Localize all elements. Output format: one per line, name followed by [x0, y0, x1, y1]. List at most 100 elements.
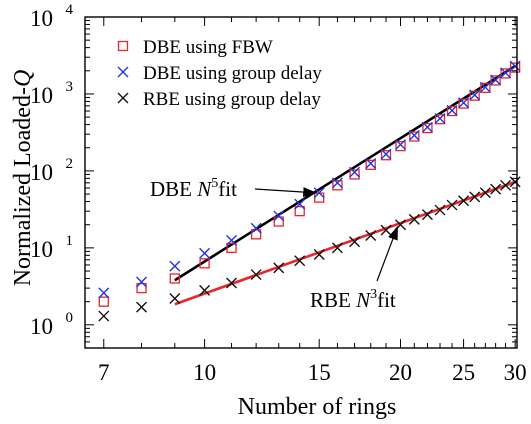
data-point [446, 199, 458, 211]
data-point [250, 229, 262, 240]
data-point [136, 282, 147, 294]
data-point [294, 206, 305, 217]
x-tick-label: 30 [504, 360, 527, 385]
data-point [458, 98, 469, 109]
data-point [365, 229, 377, 241]
data-point [509, 62, 521, 73]
data-point [349, 236, 361, 248]
legend-marker [117, 66, 129, 78]
data-point [395, 140, 406, 152]
y-tick-exponent: 3 [66, 79, 74, 95]
data-point [294, 198, 306, 210]
data-point [314, 192, 325, 203]
data-point [169, 292, 181, 304]
data-point [434, 204, 446, 216]
y-tick-label: 10 [30, 314, 53, 339]
data-point [500, 68, 511, 79]
x-tick-label: 7 [98, 360, 110, 385]
x-axis-label: Number of rings [238, 394, 397, 420]
data-point [509, 60, 521, 72]
annot-prefix: DBE [150, 177, 197, 201]
fit-annotation-label: RBE N3fit [310, 287, 396, 312]
y-tick-label: 10 [30, 83, 53, 108]
series-group [98, 60, 521, 299]
data-point [331, 177, 343, 189]
annot-suffix: fit [218, 177, 237, 201]
annot-n: N [355, 288, 371, 312]
data-point [434, 112, 446, 124]
y-axis-label: Normalized Loaded-Q [10, 70, 36, 287]
data-point [409, 131, 420, 142]
data-point [98, 287, 110, 299]
data-point [365, 159, 376, 170]
data-point [421, 121, 433, 133]
data-series [98, 60, 521, 322]
data-point [469, 89, 481, 101]
data-point [98, 310, 110, 322]
annotation-arrow [376, 225, 399, 282]
data-point [422, 122, 433, 134]
data-point [408, 129, 420, 141]
data-point [380, 150, 392, 161]
y-tick-exponent: 0 [66, 310, 74, 326]
data-point [446, 105, 458, 117]
data-point [226, 242, 237, 254]
data-point [331, 242, 343, 254]
data-point [294, 255, 306, 267]
fit-annotation-label: DBE N5fit [150, 176, 237, 201]
data-point [313, 249, 325, 261]
data-point [458, 97, 470, 109]
data-point [273, 262, 285, 274]
y-tick-exponent: 4 [66, 2, 74, 18]
annotation-arrow [254, 187, 318, 198]
data-point [169, 273, 180, 284]
data-point [169, 260, 181, 272]
data-point [349, 169, 360, 180]
y-tick-label: 10 [30, 160, 53, 185]
series-group [98, 176, 521, 322]
data-point [273, 210, 285, 222]
series-group [98, 62, 521, 307]
y-tick-base: 10 [30, 160, 53, 185]
annot-exponent: 5 [211, 176, 218, 191]
data-point [490, 74, 502, 86]
legend-label: DBE using group delay [143, 63, 322, 84]
data-point [250, 222, 262, 234]
data-point [434, 114, 446, 125]
data-point [250, 269, 262, 281]
plot-frame [84, 16, 518, 349]
fit-line [174, 65, 516, 282]
annot-exponent: 3 [370, 287, 377, 302]
data-point [458, 195, 470, 207]
data-point [480, 82, 491, 94]
data-point [226, 234, 238, 246]
data-point [500, 179, 512, 191]
annot-suffix: fit [377, 288, 396, 312]
y-tick-exponent: 1 [66, 233, 74, 249]
data-point [490, 183, 502, 195]
data-point [380, 148, 392, 160]
y-tick-base: 10 [30, 6, 53, 31]
data-point [136, 301, 148, 313]
y-tick-base: 10 [30, 237, 53, 262]
data-point [479, 187, 491, 199]
y-tick-exponent: 2 [66, 156, 74, 172]
annot-n: N [196, 177, 212, 201]
y-tick-label: 10 [30, 237, 53, 262]
data-point [479, 81, 491, 93]
y-axis-label-q: Q [10, 70, 36, 87]
y-tick-base: 10 [30, 314, 53, 339]
data-point [408, 213, 420, 225]
legend-marker [117, 40, 129, 52]
data-point [98, 296, 109, 307]
data-point [509, 176, 521, 188]
data-point [490, 75, 501, 86]
data-point [199, 247, 211, 259]
data-point [469, 90, 480, 101]
x-tick-label: 10 [193, 360, 216, 385]
y-axis-label-main: Normalized Loaded- [10, 87, 36, 286]
x-tick-label: 15 [308, 360, 331, 385]
data-point [332, 180, 343, 191]
